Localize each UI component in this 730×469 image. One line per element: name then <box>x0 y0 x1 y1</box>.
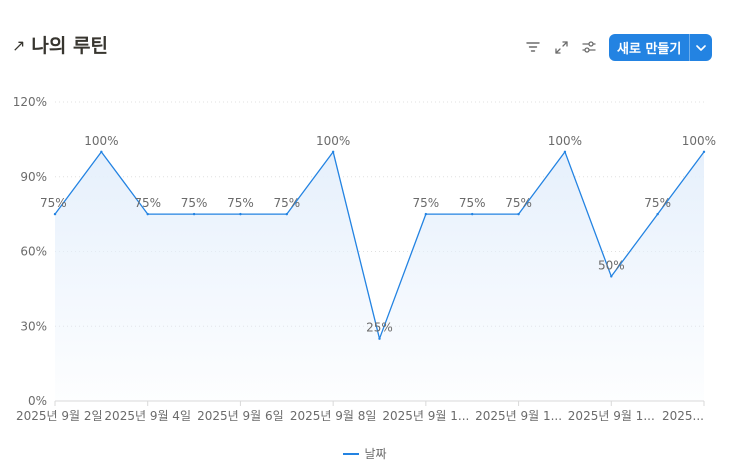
series-line-segment <box>610 213 659 278</box>
x-tick-label: 2025년 9월 8일 <box>290 409 377 423</box>
x-tick-label: 2025년 9월 4일 <box>104 409 191 423</box>
data-point <box>702 150 706 154</box>
x-tick-label: 2025... <box>662 409 704 423</box>
series-line-segment <box>54 151 103 215</box>
data-label: 75% <box>181 196 208 210</box>
series-line-segment <box>517 151 566 215</box>
x-tick-label: 2025년 9월 1... <box>475 409 562 423</box>
data-point <box>517 212 520 216</box>
data-point <box>656 212 659 216</box>
data-point <box>331 150 335 154</box>
y-tick-label: 30% <box>20 319 47 333</box>
series-line-segment <box>286 151 334 215</box>
chart-header: ↗ 나의 루틴 <box>0 0 730 90</box>
data-label: 75% <box>459 196 486 210</box>
series-line-segment <box>332 151 381 340</box>
data-point <box>239 212 242 216</box>
x-tick-label: 2025년 9월 2일 <box>16 409 103 423</box>
series-line-segment <box>378 213 427 340</box>
button-divider <box>689 34 691 61</box>
data-point <box>285 212 288 216</box>
data-label: 100% <box>84 134 118 148</box>
x-tick-label: 2025년 9월 6일 <box>197 409 284 423</box>
data-point <box>563 150 567 154</box>
legend-swatch <box>343 452 360 455</box>
data-point <box>100 150 103 154</box>
data-label: 75% <box>273 196 300 210</box>
line-chart: 75% 100% 75% 75% 75% 75% 100% 25% 75% 75% 75% 100% 5… <box>13 95 716 423</box>
y-tick-label: 60% <box>20 245 47 259</box>
sliders-icon[interactable] <box>578 34 600 60</box>
data-label: 75% <box>413 196 440 210</box>
data-label: 50% <box>598 258 625 272</box>
data-label: 100% <box>682 134 716 148</box>
series-line-segment <box>656 151 705 215</box>
x-tick-label: 2025년 9월 1... <box>568 409 655 423</box>
expand-icon[interactable] <box>550 34 572 60</box>
y-tick-label: 0% <box>28 394 47 408</box>
x-tick-label: 2025년 9월 1... <box>382 409 469 423</box>
data-point <box>424 212 428 216</box>
series-area <box>55 151 704 401</box>
arrow-up-right-icon: ↗ <box>12 36 26 55</box>
new-button[interactable]: 새로 만들기 <box>617 42 682 57</box>
legend-label: 날짜 <box>364 447 387 461</box>
data-label: 75% <box>505 196 532 210</box>
data-label: 100% <box>316 134 350 148</box>
page-title: 나의 루틴 <box>31 35 108 57</box>
data-label: 75% <box>40 196 67 210</box>
filter-icon[interactable] <box>522 34 544 60</box>
series-line-segment <box>564 151 612 278</box>
data-label: 75% <box>227 196 254 210</box>
title-group: ↗ 나의 루틴 <box>12 33 108 59</box>
data-point <box>146 212 149 216</box>
data-label: 75% <box>644 196 671 210</box>
data-point <box>192 212 196 216</box>
chart-toolbar <box>522 34 606 60</box>
y-tick-label: 120% <box>13 95 47 109</box>
data-point <box>378 337 381 340</box>
series-line-segment <box>100 151 149 215</box>
data-label: 25% <box>366 321 393 335</box>
data-label: 75% <box>134 196 161 210</box>
new-button-group: 새로 만들기 <box>609 34 713 61</box>
chevron-down-icon[interactable] <box>690 34 712 61</box>
data-point <box>610 275 613 278</box>
y-tick-label: 90% <box>20 170 47 184</box>
chart-legend: 날짜 <box>0 445 730 462</box>
data-label: 100% <box>548 134 582 148</box>
data-point <box>471 212 474 216</box>
data-point <box>53 212 57 216</box>
